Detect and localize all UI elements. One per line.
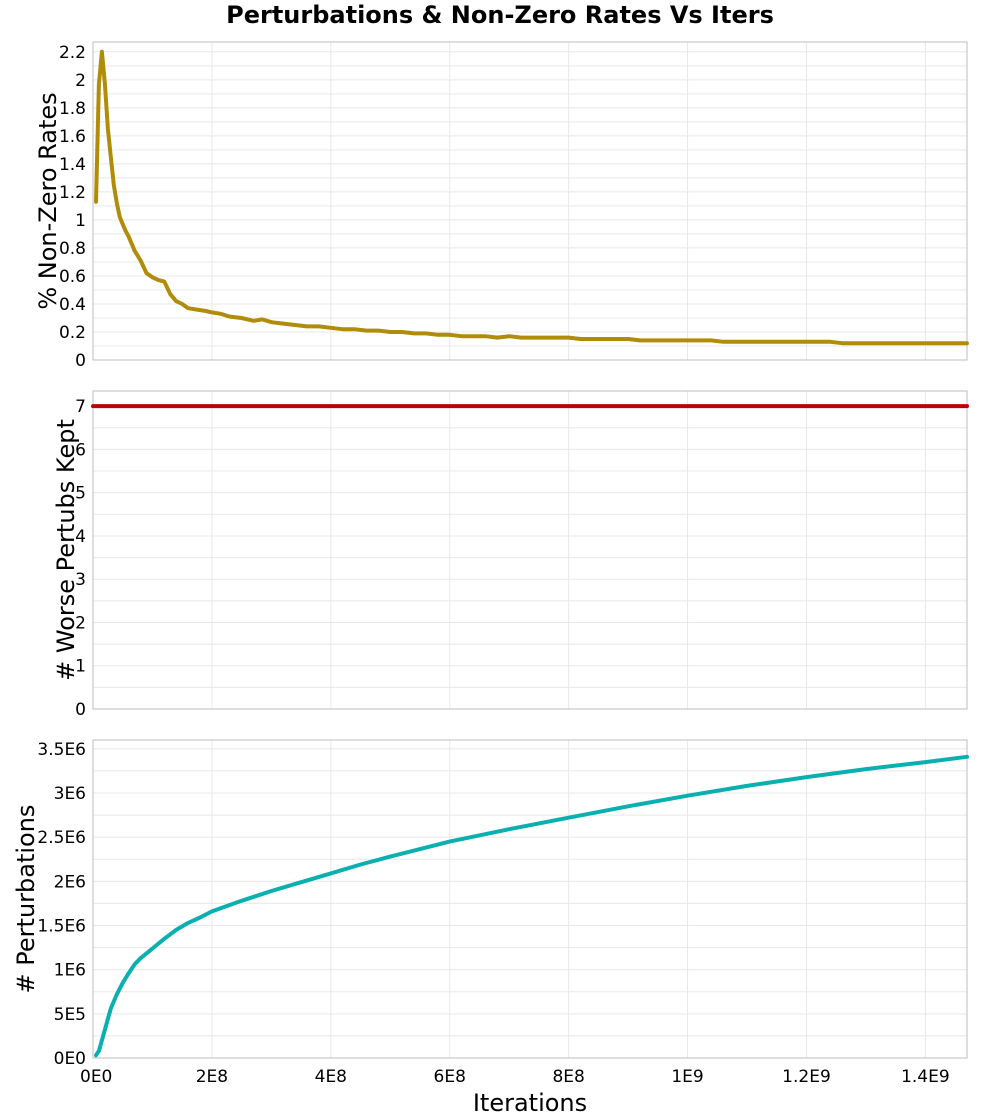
y-tick-label: 0 <box>75 700 86 720</box>
y-tick-label: 1.6 <box>59 127 86 147</box>
x-tick-label: 1E9 <box>671 1067 703 1087</box>
y-tick-label: 2.2 <box>59 43 86 63</box>
x-tick-label: 8E8 <box>552 1067 584 1087</box>
y-tick-label: 1 <box>75 211 86 231</box>
x-tick-label: 6E8 <box>434 1067 466 1087</box>
y-tick-label: 7 <box>75 397 86 417</box>
x-tick-label: 1.4E9 <box>901 1067 950 1087</box>
y-tick-label: 6 <box>75 440 86 460</box>
y-axis-label-worse: # Worse Pertubs Kept <box>52 419 80 681</box>
plot-frame <box>92 41 968 361</box>
y-tick-label: 5E5 <box>54 1005 86 1025</box>
y-tick-label: 3.5E6 <box>37 740 86 760</box>
y-tick-label: 0.8 <box>59 239 86 259</box>
y-tick-label: 0.2 <box>59 323 86 343</box>
y-tick-label: 4 <box>75 527 86 547</box>
y-tick-label: 0 <box>75 351 86 371</box>
chart-title: Perturbations & Non-Zero Rates Vs Iters <box>226 1 774 29</box>
y-tick-label: 0.6 <box>59 267 86 287</box>
y-tick-label: 1.2 <box>59 183 86 203</box>
y-axis-label-nonzero: % Non-Zero Rates <box>34 92 62 309</box>
y-tick-label: 3 <box>75 570 86 590</box>
series-line-perturbations <box>94 754 969 1058</box>
x-tick-label: 0E0 <box>80 1067 112 1087</box>
x-tick-label: 4E8 <box>315 1067 347 1087</box>
panel-perturbations: 0E0 5E5 1E6 1.5E6 2E6 2.5E6 3E6 3.5E6 # Perturb… <box>12 739 969 1069</box>
y-axis-label-perturbations: # Perturbations <box>12 805 40 994</box>
y-tick-label: 5 <box>75 484 86 504</box>
plot-frame <box>92 739 968 1059</box>
plot-frame <box>92 390 968 710</box>
panel-worse: 0 1 2 3 4 5 6 7 # Worse Pertubs Kept <box>52 390 969 720</box>
y-tick-label: 1E6 <box>54 961 86 981</box>
series-line-nonzero <box>94 49 969 346</box>
y-tick-label: 2 <box>75 71 86 91</box>
y-tick-label: 1.8 <box>59 99 86 119</box>
x-axis-label: Iterations <box>473 1089 587 1117</box>
y-tick-label: 2.5E6 <box>37 828 86 848</box>
y-tick-label: 3E6 <box>54 784 86 804</box>
y-tick-label: 1.4 <box>59 155 86 175</box>
y-tick-label: 0.4 <box>59 295 86 315</box>
y-tick-label: 2E6 <box>54 872 86 892</box>
panel-nonzero: 0 0.2 0.4 0.6 0.8 1 1.2 1.4 1.6 1.8 2 2.2 % Non-Zer… <box>34 41 969 371</box>
y-tick-label: 2 <box>75 613 86 633</box>
y-tick-label: 1.5E6 <box>37 917 86 937</box>
x-tick-labels: 0E0 2E8 4E8 6E8 8E8 1E9 1.2E9 1.4E9 <box>80 1067 950 1087</box>
y-tick-label: 0E0 <box>54 1049 86 1069</box>
x-tick-label: 1.2E9 <box>782 1067 831 1087</box>
x-tick-label: 2E8 <box>196 1067 228 1087</box>
y-tick-label: 1 <box>75 657 86 677</box>
